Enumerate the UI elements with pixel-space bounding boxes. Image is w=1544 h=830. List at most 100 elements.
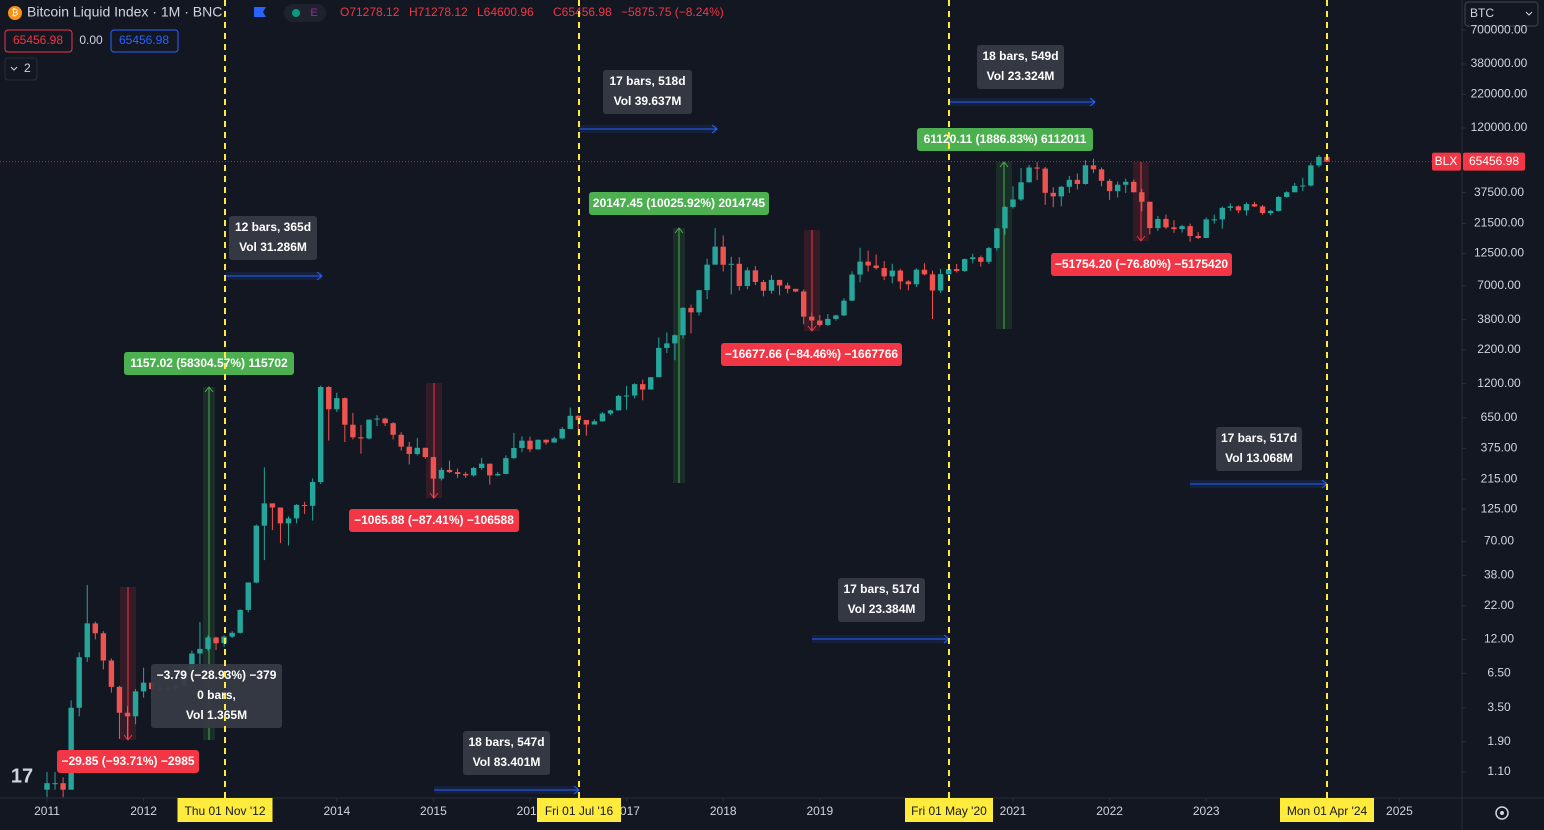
measure-label-bg — [1051, 253, 1232, 276]
candle-body — [656, 347, 662, 378]
candle-body — [446, 469, 453, 473]
symbol-icon — [8, 6, 22, 20]
candle-body — [1106, 180, 1113, 192]
candle-body — [978, 257, 984, 262]
candle-body — [680, 307, 686, 336]
candle-body — [205, 637, 211, 649]
candle-body — [1275, 196, 1282, 211]
date-range-text: 18 bars, 547d — [468, 735, 544, 749]
candle-body — [374, 418, 380, 420]
date-range-text: 0 bars, — [197, 688, 236, 702]
date-range-text: Vol 23.384M — [848, 602, 916, 616]
measure-arrow — [1136, 235, 1146, 242]
candle-body — [809, 316, 815, 321]
measure-label-bg — [124, 352, 294, 375]
y-tick-label: 2200.00 — [1477, 342, 1521, 356]
candle-body — [390, 423, 396, 435]
candle-body — [1219, 207, 1225, 220]
candle-body — [60, 783, 66, 790]
candle-body — [92, 623, 98, 634]
candle-body — [857, 261, 863, 275]
candle-body — [953, 269, 960, 271]
y-tick-label: 21500.00 — [1474, 216, 1524, 230]
date-range-text: 17 bars, 517d — [843, 582, 919, 596]
marker-label: Fri 01 Jul '16 — [545, 804, 614, 818]
date-range-box — [229, 216, 317, 260]
candle-body — [519, 440, 525, 448]
candle-body — [792, 288, 799, 292]
marker-label-bg — [905, 798, 993, 822]
candle-body — [551, 438, 557, 443]
candle-body — [76, 657, 82, 708]
bid-box[interactable] — [4, 29, 73, 53]
ohlc-legend: O71278.12 H71278.12 L64600.96 C65456.98 −587… — [340, 5, 724, 19]
candle-body — [1098, 169, 1105, 181]
date-range-text: Vol 83.401M — [473, 755, 541, 769]
candle-body — [1243, 204, 1250, 211]
candle-body — [1179, 226, 1185, 230]
symbol-search[interactable] — [1464, 1, 1539, 27]
ohlc-value: L64600.96 — [477, 5, 534, 19]
y-tick-label: 650.00 — [1481, 410, 1518, 424]
candle-body — [1187, 226, 1193, 236]
flag-icon[interactable] — [254, 7, 266, 17]
settings-icon[interactable] — [1495, 806, 1509, 820]
measure-label-bg — [57, 750, 199, 773]
candle-body — [487, 463, 493, 476]
candle-body — [1147, 201, 1153, 229]
candle-body — [503, 458, 509, 474]
y-tick-label: 37500.00 — [1474, 185, 1524, 199]
candle-body — [970, 257, 976, 260]
date-range-arrow — [711, 124, 718, 134]
y-tick-label: 12500.00 — [1474, 246, 1524, 260]
date-range-text: Vol 1.365M — [186, 708, 247, 722]
x-tick-label: 2012 — [130, 804, 157, 818]
candle-body — [929, 274, 936, 291]
candle-body — [1058, 186, 1064, 197]
candle-body — [801, 291, 807, 317]
date-range-box — [1216, 427, 1302, 471]
measure-arrow — [674, 227, 684, 234]
y-tick-label: 3.50 — [1487, 700, 1511, 714]
badge-bg — [284, 4, 326, 22]
indicators-toggle[interactable] — [4, 57, 38, 81]
tv-logo[interactable]: 17 — [11, 765, 33, 787]
candle-body — [189, 653, 195, 672]
candle-body — [1034, 167, 1040, 169]
measure-label-bg — [589, 192, 769, 215]
candle-body — [945, 269, 952, 275]
candle-body — [664, 343, 670, 348]
candle-body — [1292, 185, 1298, 193]
candle-body — [817, 320, 823, 325]
exchange-badge: E — [310, 7, 317, 19]
candle-body — [253, 525, 259, 583]
date-range-box — [151, 664, 282, 728]
marker-label-bg — [537, 798, 621, 822]
candle-body — [1010, 199, 1016, 207]
y-tick-label: 220000.00 — [1471, 87, 1528, 101]
candle-body — [245, 582, 251, 610]
candle-body — [752, 270, 759, 282]
symbol-title[interactable]: Bitcoin Liquid Index · 1M · BNC — [27, 4, 222, 20]
candle-body — [1002, 206, 1008, 229]
candle-body — [865, 261, 871, 266]
date-range-arrow — [573, 785, 580, 795]
candle-body — [326, 387, 332, 410]
candle-body — [342, 398, 348, 425]
ask-box[interactable] — [110, 29, 179, 53]
candle-body — [495, 473, 501, 476]
status-dot — [292, 9, 300, 17]
y-tick-label: 70.00 — [1484, 534, 1514, 548]
candle-body — [52, 783, 58, 785]
marker-label-bg — [177, 798, 273, 822]
candle-body — [116, 686, 123, 713]
candle-body — [720, 246, 726, 265]
measure-arrow — [999, 161, 1009, 168]
candle-body — [1042, 168, 1048, 193]
candle-body — [1114, 184, 1121, 192]
x-tick-label: 2019 — [806, 804, 833, 818]
settings-icon-dot — [1500, 811, 1504, 815]
date-range-text: 17 bars, 517d — [1221, 431, 1297, 445]
candle-body — [1082, 165, 1089, 184]
